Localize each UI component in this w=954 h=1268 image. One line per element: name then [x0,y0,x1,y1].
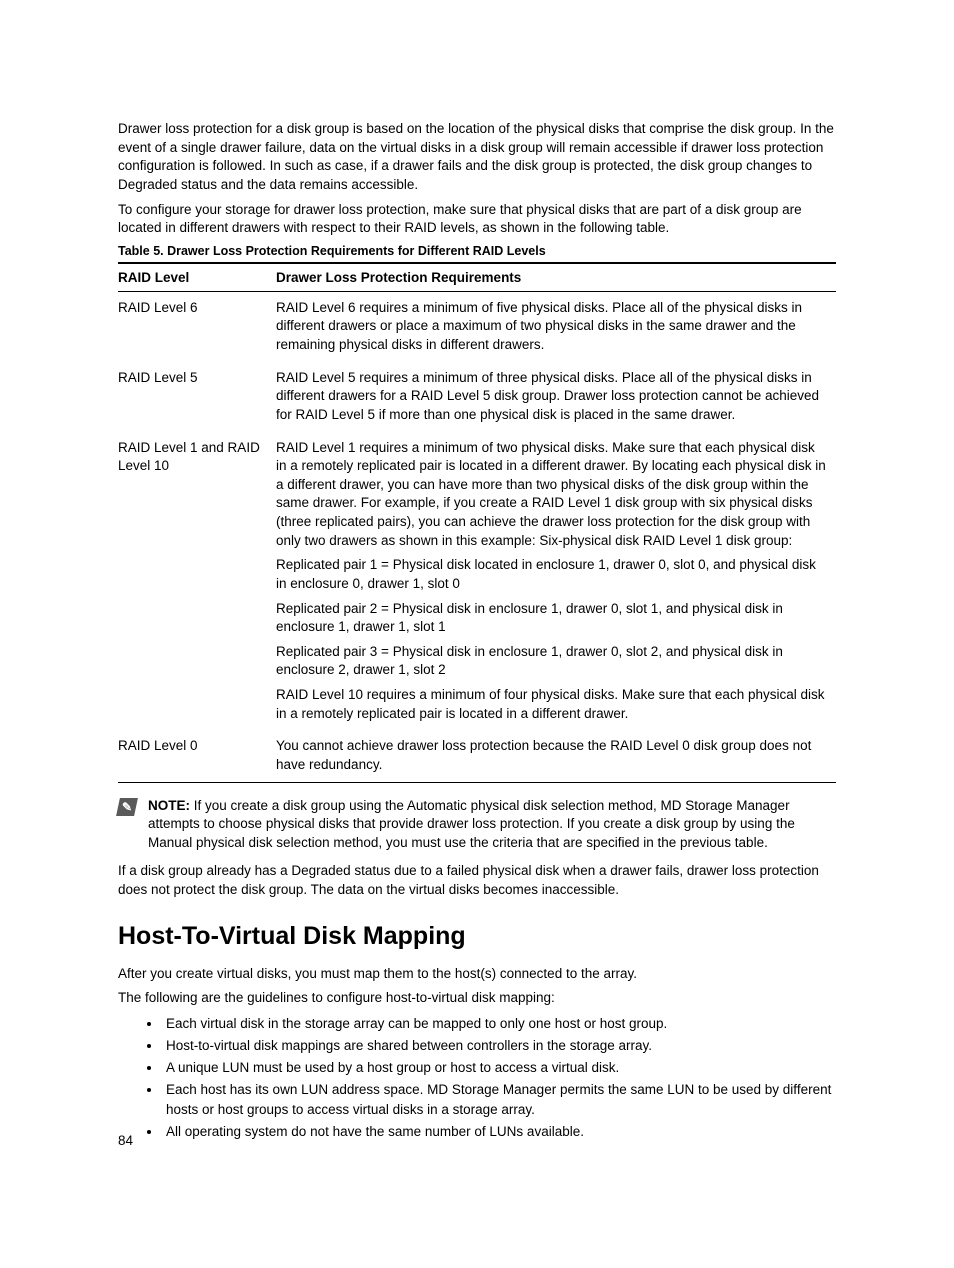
document-page: Drawer loss protection for a disk group … [0,0,954,1268]
note-block: ✎ NOTE: If you create a disk group using… [118,797,836,853]
note-label: NOTE: [148,798,190,813]
section-paragraph-2: The following are the guidelines to conf… [118,989,836,1008]
table-row: RAID Level 6 RAID Level 6 requires a min… [118,291,836,361]
table-cell-para: RAID Level 10 requires a minimum of four… [276,686,828,723]
table-header-req: Drawer Loss Protection Requirements [276,263,836,292]
table-cell-req: RAID Level 1 requires a minimum of two p… [276,432,836,731]
page-number: 84 [118,1133,133,1148]
table-cell-para: RAID Level 1 requires a minimum of two p… [276,439,828,551]
list-item: Each host has its own LUN address space.… [162,1080,836,1118]
list-item: A unique LUN must be used by a host grou… [162,1058,836,1077]
table-cell-level: RAID Level 1 and RAID Level 10 [118,432,276,731]
table-cell-para: RAID Level 6 requires a minimum of five … [276,299,828,355]
intro-paragraph-2: To configure your storage for drawer los… [118,201,836,238]
section-heading: Host-To-Virtual Disk Mapping [118,922,836,951]
table-cell-para: Replicated pair 3 = Physical disk in enc… [276,643,828,680]
note-icon: ✎ [116,798,138,816]
list-item: Host-to-virtual disk mappings are shared… [162,1036,836,1055]
table-cell-req: RAID Level 5 requires a minimum of three… [276,362,836,432]
list-item: All operating system do not have the sam… [162,1122,836,1141]
table-cell-para: You cannot achieve drawer loss protectio… [276,737,828,774]
table-cell-para: Replicated pair 2 = Physical disk in enc… [276,600,828,637]
table-cell-para: Replicated pair 1 = Physical disk locate… [276,556,828,593]
table-header-level: RAID Level [118,263,276,292]
note-text: NOTE: If you create a disk group using t… [148,797,836,853]
table-header-row: RAID Level Drawer Loss Protection Requir… [118,263,836,292]
table-cell-level: RAID Level 6 [118,291,276,361]
table-row: RAID Level 1 and RAID Level 10 RAID Leve… [118,432,836,731]
section-paragraph-1: After you create virtual disks, you must… [118,965,836,984]
guidelines-list: Each virtual disk in the storage array c… [118,1014,836,1141]
table-caption: Table 5. Drawer Loss Protection Requirem… [118,244,836,258]
list-item: Each virtual disk in the storage array c… [162,1014,836,1033]
note-body: If you create a disk group using the Aut… [148,798,795,850]
table-row: RAID Level 5 RAID Level 5 requires a min… [118,362,836,432]
table-cell-req: You cannot achieve drawer loss protectio… [276,730,836,782]
after-note-paragraph: If a disk group already has a Degraded s… [118,862,836,899]
table-cell-level: RAID Level 0 [118,730,276,782]
table-row: RAID Level 0 You cannot achieve drawer l… [118,730,836,782]
raid-requirements-table: RAID Level Drawer Loss Protection Requir… [118,262,836,783]
table-cell-req: RAID Level 6 requires a minimum of five … [276,291,836,361]
table-cell-level: RAID Level 5 [118,362,276,432]
table-cell-para: RAID Level 5 requires a minimum of three… [276,369,828,425]
intro-paragraph-1: Drawer loss protection for a disk group … [118,120,836,195]
